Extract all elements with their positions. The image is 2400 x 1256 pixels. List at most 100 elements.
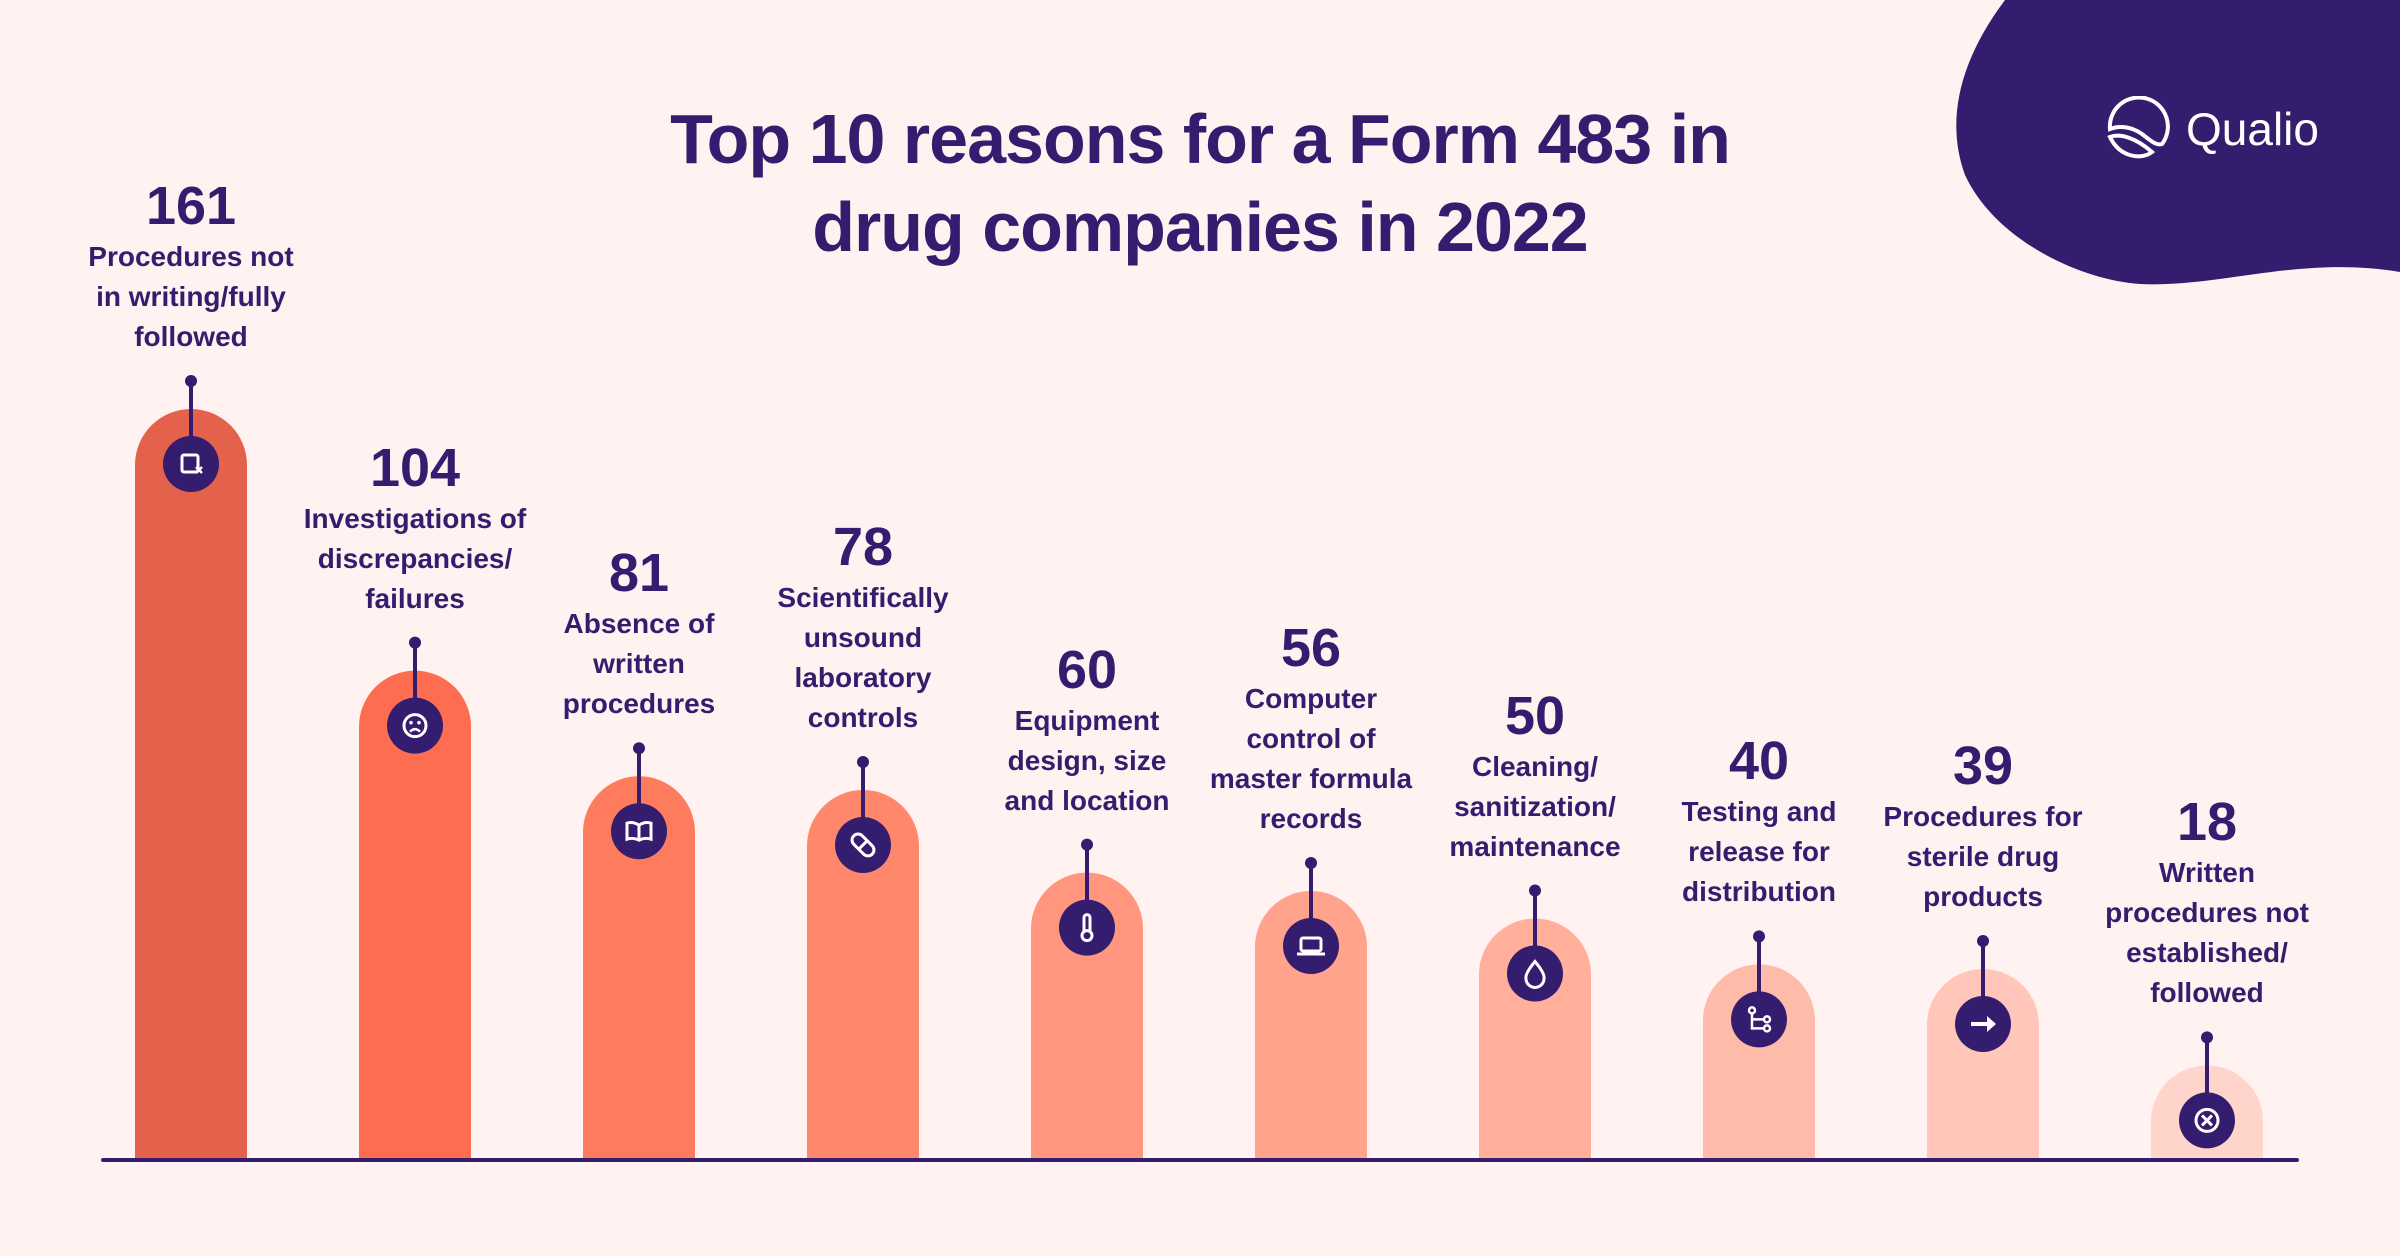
category-label-line: products [1923,881,2043,912]
bar [1927,968,2039,1160]
bar-group [1927,934,2039,1160]
laptop-icon [1297,936,1325,956]
category-label-line: procedures [562,688,716,720]
logo-text: Qualio [2186,103,2319,155]
bar-label: 50 Cleaning/sanitization/maintenance [1410,685,1660,867]
icon-badge [1507,945,1563,1002]
value-label: 78 [832,516,894,577]
bar-label: 104 Investigations of discrepancies/failur… [290,437,540,619]
category-label-line: Equipment [1014,704,1160,736]
category-label-line: laboratory [794,661,932,693]
icon-badge [163,436,219,493]
bar-group [1031,838,1143,1160]
category-label-line: release for [1688,836,1830,868]
category-label-line: maintenance [1449,830,1621,862]
category-label-line: Scientifically [777,581,949,613]
leader-dot [2201,1031,2213,1044]
category-label-line: failures [365,582,465,614]
category-label-line: Procedures not [88,241,294,273]
category-label-line: master formula [1209,762,1413,794]
bar [135,409,247,1160]
icon-badge [1283,917,1339,974]
value-label: 81 [608,543,670,604]
leader-dot [857,755,869,768]
leader-dot [409,636,421,649]
value-label: 56 [1280,617,1342,678]
bar-label: 81 Absence of written procedures [514,542,764,724]
x-circle-icon [2194,1107,2220,1133]
category-label-line: records [1259,802,1363,834]
value-label: 60 [1056,639,1118,700]
value-label: 161 [145,176,237,237]
bar-group [1479,884,1591,1160]
bar-label: 78 Scientifically unsound laboratory control… [738,516,988,738]
leader-dot [1753,930,1765,943]
leader-dot [1081,838,1093,851]
category-label-line: in writing/fully [96,281,286,313]
bar [1255,890,1367,1160]
bar [1479,918,1591,1160]
category-label-line: written [593,648,685,680]
category-label-line: followed [134,321,248,353]
value-label: 104 [369,437,461,498]
icon-badge [1059,899,1115,956]
bar [583,776,695,1160]
category-label-line: Cleaning/ [1471,750,1598,782]
leader-dot [1305,856,1317,869]
leader-dot [1529,884,1541,897]
category-label-line: Computer [1244,682,1378,714]
branch-icon [1747,1006,1772,1033]
bar-group [2151,1031,2263,1160]
category-label-line: controls [807,701,919,733]
bar-group [359,636,471,1160]
icon-badge [387,697,443,754]
category-label-line: Written [2159,857,2255,889]
value-label: 40 [1728,731,1790,792]
category-label-line: and location [1004,784,1170,816]
document-x-icon [180,453,203,474]
category-label-line: sanitization/ [1454,790,1616,822]
category-label-line: Testing and [1681,796,1837,828]
qualio-logo: Qualio [2106,96,2319,162]
bar-group [807,755,919,1160]
droplet-icon [1524,959,1546,989]
category-label-line: followed [2150,977,2264,1009]
category-label-line: procedures not [2105,897,2309,929]
bar [1031,872,1143,1160]
chart-title-line: drug companies in 2022 [812,188,1588,266]
book-icon [625,821,653,842]
thermometer-icon [1080,913,1094,943]
bar-label: 56 Computer control of master formula record… [1186,617,1436,839]
bar-label: 161 Procedures not in writing/fully followe… [66,175,316,357]
category-label-line: Absence of [563,608,715,640]
leader-dot [1977,934,1989,947]
chart-title: Top 10 reasons for a Form 483 in drug co… [500,95,1900,271]
category-label-line: distribution [1682,876,1836,908]
bar-label: 40 Testing and release for distribution [1634,730,1884,912]
leader-dot [633,742,645,755]
bar [807,789,919,1160]
pill-icon [850,832,876,858]
bar [359,670,471,1160]
chart-title-line: Top 10 reasons for a Form 483 in [670,100,1731,178]
category-label-line: control of [1246,722,1376,754]
bar-group [1255,856,1367,1160]
bar-group [135,375,247,1160]
category-label-line: established/ [2126,937,2288,969]
value-label: 18 [2176,792,2238,853]
bar-label: 18 Written procedures not established/follo… [2082,791,2332,1013]
arrow-right-icon [1971,1015,1996,1032]
bar-group [1703,930,1815,1160]
value-label: 39 [1952,736,2014,796]
sad-face-icon [402,713,428,739]
bar-label: 39 Procedures for sterile drug products [1858,735,2108,917]
bar-label: 60 Equipment design, size and location [962,639,1212,821]
bar-group [583,742,695,1160]
category-label-line: design, size [1007,744,1167,776]
bar [1703,964,1815,1160]
category-label-line: discrepancies/ [317,542,513,574]
category-label-line: Investigations of [303,502,527,534]
category-label-line: unsound [803,621,923,653]
